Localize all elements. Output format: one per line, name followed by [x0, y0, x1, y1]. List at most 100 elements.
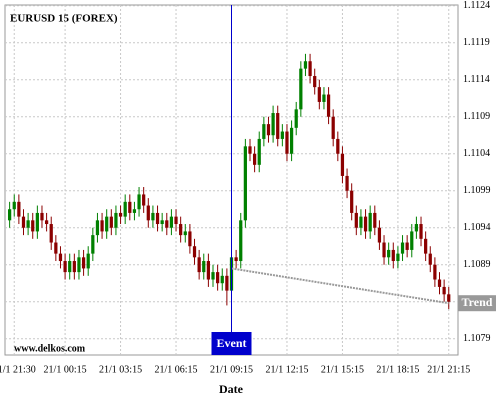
candle-body: [132, 209, 137, 213]
x-tick-label: 21/1 21:30: [0, 364, 36, 375]
candle-body: [322, 94, 326, 102]
candle-body: [137, 194, 141, 210]
candle-body: [123, 201, 127, 217]
candle-body: [220, 275, 224, 284]
y-tick-label: 1.1079: [463, 333, 491, 344]
candle-body: [128, 201, 132, 213]
candle-body: [419, 224, 423, 239]
candle-body: [86, 253, 90, 269]
candle-body: [340, 153, 345, 176]
candle-body: [387, 249, 391, 258]
candle-body: [31, 220, 35, 232]
candle-body: [433, 264, 437, 280]
candle-body: [95, 220, 100, 236]
candle-body: [197, 257, 201, 273]
watermark: www.delkos.com: [14, 343, 86, 354]
candle-body: [17, 201, 21, 217]
candle-body: [447, 294, 451, 302]
y-tick-label: 1.1124: [463, 0, 490, 11]
candle-body: [155, 212, 160, 225]
candle-body: [368, 212, 372, 232]
candle-body: [308, 61, 312, 77]
x-tick-label: 21/1 03:15: [99, 364, 142, 375]
candle-body: [68, 261, 72, 273]
candle-body: [118, 212, 123, 217]
x-tick-label: 21/1 06:15: [154, 364, 197, 375]
candle-body: [179, 224, 183, 236]
candle-body: [54, 242, 58, 254]
x-tick-label: 21/1 12:15: [265, 364, 308, 375]
candle-body: [8, 209, 12, 221]
y-tick-label: 1.1094: [463, 222, 491, 233]
x-tick-label: 21/1 21:15: [427, 364, 470, 375]
candle-body: [391, 249, 395, 262]
candle-body: [424, 238, 428, 254]
candle-body: [428, 253, 432, 265]
candle-body: [294, 109, 298, 128]
candle-body: [396, 253, 400, 262]
candle-body: [257, 138, 261, 165]
candle-body: [243, 146, 247, 221]
candle-body: [146, 205, 150, 221]
event-box: [211, 332, 252, 355]
candle-body: [202, 261, 206, 273]
y-tick-label: 1.1119: [463, 37, 490, 48]
candle-body: [299, 68, 303, 110]
candle-body: [331, 116, 335, 139]
candle-body: [12, 201, 16, 210]
candle-body: [174, 216, 178, 225]
candle-body: [183, 231, 187, 236]
trend-line: [231, 267, 449, 305]
y-tick-label: 1.1099: [463, 185, 491, 196]
overlay: Trend Event: [211, 5, 496, 355]
candle-body: [216, 272, 220, 284]
candle-body: [276, 113, 280, 139]
candle-body: [21, 216, 26, 228]
candle-body: [354, 212, 358, 228]
trend-label-box: [458, 295, 496, 312]
candle-body: [437, 279, 442, 287]
candle-body: [326, 94, 331, 117]
candle-body: [188, 231, 192, 247]
candle-body: [63, 261, 67, 273]
candle-body: [225, 275, 229, 291]
candle-body: [414, 224, 419, 232]
candle-body: [285, 131, 289, 154]
candle-body: [266, 124, 271, 136]
candle-body: [49, 224, 53, 243]
candle-body: [35, 212, 39, 232]
x-tick-label: 21/1 09:15: [210, 364, 253, 375]
event-label: Event: [217, 336, 247, 350]
candle-body: [252, 153, 257, 165]
y-tick-label: 1.1089: [463, 259, 491, 270]
candle-body: [317, 87, 321, 102]
candle-body: [151, 212, 155, 221]
candle-body: [363, 216, 368, 232]
y-tick-label: 1.1114: [463, 74, 490, 85]
candle-body: [72, 261, 76, 273]
candle-body: [105, 216, 109, 232]
candle-body: [100, 220, 104, 232]
candle-body: [373, 212, 377, 228]
candle-body: [303, 61, 308, 69]
candle-body: [114, 212, 118, 228]
x-axis-label: Date: [219, 382, 244, 396]
candle-body: [405, 242, 409, 250]
candle-body: [248, 146, 252, 154]
candle-body: [234, 257, 238, 262]
candle-body: [165, 220, 169, 228]
candle-body: [81, 257, 86, 269]
candle-body: [382, 242, 386, 258]
candle-body: [280, 131, 284, 139]
x-tick-label: 21/1 18:15: [376, 364, 419, 375]
chart-title: EURUSD 15 (FOREX): [10, 13, 118, 25]
candle-body: [313, 76, 317, 88]
candle-body: [44, 220, 49, 225]
candle-body: [400, 242, 405, 254]
candle-body: [40, 212, 44, 221]
candles: [8, 53, 451, 310]
candle-body: [350, 190, 354, 213]
candle-body: [211, 272, 215, 280]
candle-body: [77, 257, 81, 273]
